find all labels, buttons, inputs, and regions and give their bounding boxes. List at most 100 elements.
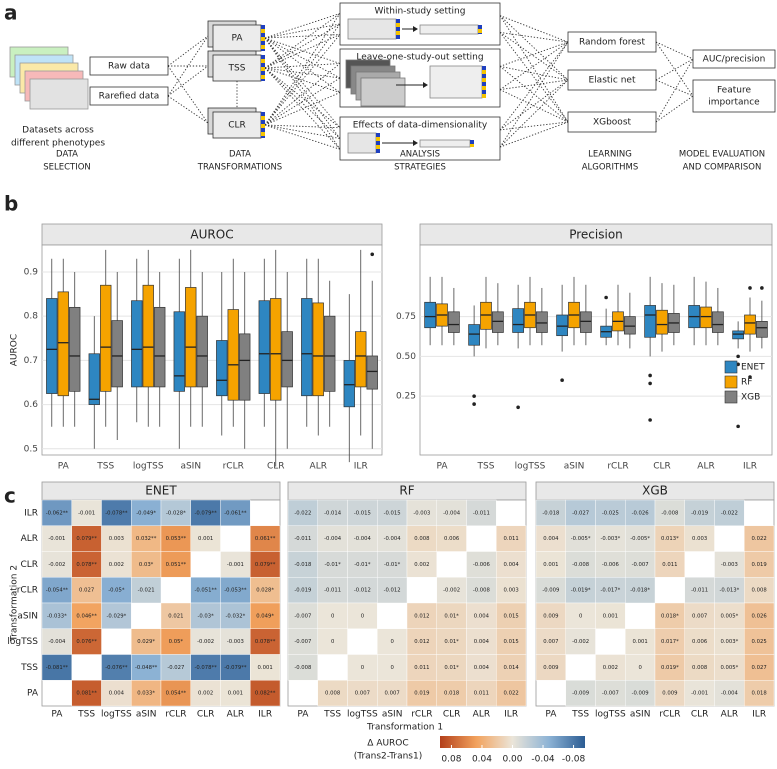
heat-cell — [190, 628, 221, 655]
x-tick-label: PA — [297, 710, 309, 720]
cell-label: -0.002 — [48, 562, 65, 568]
heat-cell — [250, 628, 281, 655]
datasets-text: different phenotypes — [11, 139, 105, 149]
cell-label: 0.011 — [662, 562, 677, 568]
x-tick-label: CLR — [267, 462, 285, 472]
algorithm-box — [567, 31, 657, 53]
x-tick-label: ILR — [258, 710, 272, 720]
connector — [264, 124, 341, 150]
cell-label: -0.018* — [630, 588, 650, 594]
cell-label: -0.029* — [107, 613, 127, 619]
box — [468, 324, 480, 346]
stripe — [261, 63, 265, 67]
cell-label: 0.061** — [255, 536, 276, 542]
box — [644, 305, 656, 338]
cell-label: 0.027 — [752, 665, 767, 671]
heat-cell — [744, 551, 775, 578]
input-label: Rarefied data — [99, 92, 160, 102]
x-tick-label: logTSS — [515, 462, 546, 472]
heat-cell — [595, 680, 626, 707]
mini-study — [360, 77, 406, 107]
mini-data — [429, 65, 483, 99]
x-tick-label: aSIN — [382, 710, 403, 720]
heat-cell — [684, 654, 715, 681]
stripe — [482, 78, 486, 82]
stage-label: STRATEGIES — [394, 163, 446, 173]
cell-label: 0.01* — [444, 613, 459, 619]
cell-label: -0.008 — [473, 588, 491, 594]
cell-label: -0.004 — [721, 691, 739, 697]
stripe — [482, 90, 486, 94]
stripe — [261, 41, 265, 45]
panel-label: c — [4, 484, 16, 508]
stripe — [396, 35, 400, 39]
x-tick-label: aSIN — [564, 462, 585, 472]
box — [312, 302, 324, 397]
connector — [264, 37, 341, 93]
heat-cell — [625, 551, 656, 578]
strategy-label: Effects of data-dimensionality — [353, 121, 488, 131]
cell-label: -0.002 — [443, 588, 460, 594]
cell-label: 0.004 — [474, 639, 490, 645]
heat-cell — [317, 628, 348, 655]
cell-label: 0 — [361, 665, 365, 671]
cell-label: -0.048** — [135, 665, 158, 671]
colorbar-tick-label: 0.08 — [441, 755, 461, 765]
legend-swatch — [724, 375, 738, 389]
cell-label: -0.078** — [105, 510, 128, 516]
y-tick-label: 0.25 — [396, 392, 416, 402]
connector — [264, 37, 341, 64]
y-tick-label: 0.9 — [24, 267, 39, 277]
cell-label: -0.026 — [632, 510, 650, 516]
cell-label: 0.004 — [474, 613, 490, 619]
cell-label: -0.009 — [632, 691, 649, 697]
connector — [264, 124, 341, 139]
cell-label: 0.001 — [603, 613, 618, 619]
strategy-label: Within-study setting — [375, 7, 466, 17]
heat-cell — [565, 628, 596, 655]
connector — [167, 65, 209, 97]
stripe — [482, 74, 486, 78]
box — [480, 301, 492, 330]
box — [100, 284, 112, 392]
cell-label: -0.021 — [138, 588, 155, 594]
cell-label: 0.004 — [474, 665, 490, 671]
heat-cell — [714, 628, 745, 655]
stripe — [261, 33, 265, 37]
heat-cell — [317, 551, 348, 578]
cell-label: 0.029* — [137, 639, 155, 645]
x-tick-label: TSS — [571, 710, 589, 720]
connector — [264, 67, 341, 129]
box — [281, 331, 293, 388]
cell-label: 0.021 — [168, 613, 183, 619]
connector — [167, 65, 209, 124]
stripe — [376, 141, 380, 145]
box — [258, 300, 270, 394]
x-tick-label: ALR — [473, 710, 490, 720]
heat-cell — [131, 499, 162, 526]
heat-cell — [406, 654, 437, 681]
heat-cell — [160, 602, 191, 629]
connector — [499, 79, 569, 91]
cell-label: 0.008 — [325, 691, 341, 697]
box — [46, 298, 58, 394]
box — [142, 284, 154, 388]
cell-label: 0.004 — [543, 536, 559, 542]
legend-swatch — [724, 390, 738, 404]
y-tick-label: 0.50 — [396, 352, 416, 362]
heat-cell — [625, 680, 656, 707]
cell-label: -0.005* — [630, 536, 650, 542]
x-tick-label: PA — [545, 710, 557, 720]
colorbar-tick-label: 0.00 — [502, 755, 522, 765]
outlier — [648, 381, 652, 386]
heat-cell — [160, 551, 191, 578]
cell-label: 0.003 — [109, 536, 124, 542]
cell-label: 0.03* — [139, 562, 154, 568]
heat-cell — [466, 602, 497, 629]
cell-label: -0.022 — [294, 510, 311, 516]
algorithm-label: XGboost — [593, 118, 632, 128]
cell-label: -0.019* — [571, 588, 591, 594]
stripe — [482, 66, 486, 70]
heat-cell — [377, 628, 408, 655]
arrow-head — [413, 140, 418, 146]
